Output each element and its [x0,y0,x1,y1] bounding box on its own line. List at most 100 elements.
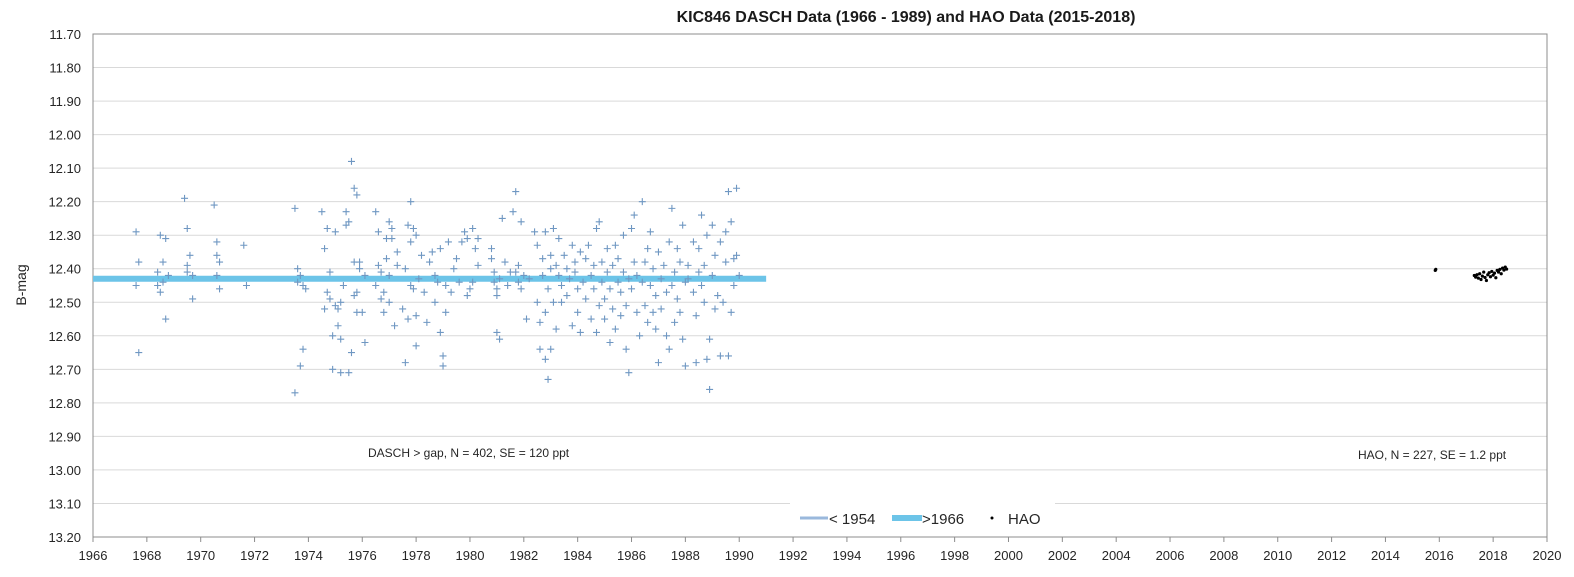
dasch-point [614,278,622,286]
dasch-point [671,318,679,326]
dasch-point [733,251,741,259]
dasch-point [654,248,662,256]
dasch-point [617,312,625,320]
dasch-point [582,295,590,303]
dasch-point [609,305,617,313]
dasch-point [329,332,337,340]
dasch-point [385,271,393,279]
dasch-point [633,271,641,279]
dasch-point [374,261,382,269]
dasch-point [668,204,676,212]
x-tick-label: 1970 [186,548,215,563]
dasch-point [727,308,735,316]
dasch-point [722,228,730,236]
dasch-point [461,228,469,236]
dasch-point [692,359,700,367]
dasch-point [568,322,576,330]
dasch-point [385,298,393,306]
dasch-point [619,268,627,276]
dasch-point [436,245,444,253]
x-tick-label: 1986 [617,548,646,563]
dasch-point [356,265,364,273]
dasch-point [356,258,364,266]
hao-point [1474,275,1478,279]
dasch-point [216,285,224,293]
y-tick-label: 13.10 [48,496,81,511]
dasch-point [512,268,520,276]
dasch-point [388,235,396,243]
dasch-point [423,318,431,326]
y-tick-label: 13.00 [48,463,81,478]
x-tick-label: 2006 [1156,548,1185,563]
dasch-point [719,298,727,306]
x-tick-label: 1988 [671,548,700,563]
dasch-point [703,231,711,239]
dasch-point [547,251,555,259]
dasch-point [587,315,595,323]
y-tick-label: 12.50 [48,295,81,310]
hao-point [1482,270,1486,274]
dasch-point [531,228,539,236]
dasch-point [714,292,722,300]
dasch-point [469,278,477,286]
dasch-point [547,265,555,273]
dasch-point [189,295,197,303]
dasch-point [663,288,671,296]
dasch-point [601,315,609,323]
dasch-point [439,352,447,360]
dasch-point [568,241,576,249]
dasch-point [216,258,224,266]
dasch-point [404,221,412,229]
dasch-point [595,218,603,226]
dasch-point [339,282,347,289]
dasch-point [347,349,355,357]
dasch-point [189,271,197,279]
x-tick-label: 2012 [1317,548,1346,563]
dasch-point [407,238,415,246]
dasch-point [724,188,732,196]
dasch-point [628,285,636,293]
dasch-point [671,268,679,276]
dasch-point [689,238,697,246]
dasch-point [412,231,420,239]
dasch-point [579,278,587,286]
x-tick-label: 2002 [1048,548,1077,563]
dasch-point [294,278,302,286]
dasch-point [520,271,528,279]
dasch-point [469,224,477,232]
x-tick-label: 1998 [940,548,969,563]
hao-point [1478,272,1482,276]
dasch-point [474,261,482,269]
dasch-point [622,302,630,310]
dasch-point [633,308,641,316]
dasch-point [450,265,458,273]
dasch-point [493,285,501,293]
x-tick-label: 1996 [886,548,915,563]
dasch-point [409,224,417,232]
dasch-point [159,278,167,286]
dasch-point [337,369,345,377]
dasch-point [323,288,331,296]
dasch-point [654,359,662,367]
dasch-point [665,238,673,246]
y-tick-label: 12.60 [48,329,81,344]
dasch-point [628,224,636,232]
dasch-point [652,325,660,333]
dasch-point [345,218,353,226]
dasch-point [703,355,711,363]
dasch-point [164,271,172,279]
dasch-point [334,322,342,330]
dasch-point [463,235,471,243]
y-tick-label: 13.20 [48,530,81,545]
dasch-point [566,275,574,283]
plot-area-border [92,33,1548,538]
legend-label-1954: < 1954 [829,511,875,528]
dasch-point [684,275,692,283]
dasch-point [514,278,522,286]
x-tick-label: 1972 [240,548,269,563]
dasch-point [536,345,544,353]
dasch-point [407,198,415,206]
dasch-point [498,214,506,222]
dasch-point [676,258,684,266]
dasch-point [329,365,337,373]
